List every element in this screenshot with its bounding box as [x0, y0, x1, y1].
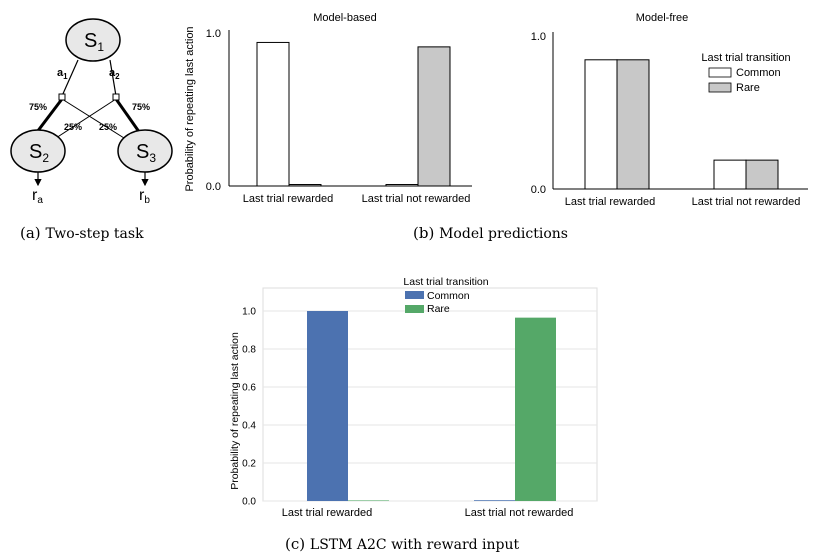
- reward-ra-label: ra: [32, 187, 43, 206]
- prob-right-common: 75%: [132, 102, 150, 112]
- action-a2-label: a2: [109, 67, 120, 81]
- edge-a2-s3-common: [114, 98, 144, 137]
- y-axis-label: Probability of repeating last action: [184, 26, 196, 191]
- chart-model-based: Model-based Probability of repeating las…: [184, 12, 472, 205]
- x-tick-label: Last trial not rewarded: [465, 507, 574, 519]
- y-tick-label: 1.0: [242, 307, 256, 318]
- y-tick-label: 0.0: [206, 181, 221, 193]
- edge-s1-a1: [61, 59, 79, 97]
- caption-c: (c) LSTM A2C with reward input: [285, 535, 520, 553]
- bar-rare-not-rewarded: [745, 159, 779, 190]
- edge-a1-s3-rare: [61, 98, 125, 139]
- caption-a: (a) Two-step task: [20, 224, 144, 242]
- legend: Last trial transition Common Rare: [701, 52, 790, 94]
- x-tick-label: Last trial rewarded: [565, 196, 656, 208]
- x-tick-label: Last trial not rewarded: [362, 193, 471, 205]
- legend-title: Last trial transition: [403, 276, 488, 288]
- prob-left-rare: 25%: [64, 122, 82, 132]
- bar-common-rewarded: [584, 59, 618, 190]
- x-tick-label: Last trial rewarded: [243, 193, 334, 205]
- bar-rare-rewarded: [348, 500, 389, 501]
- y-tick-label: 0.2: [242, 459, 256, 470]
- legend-swatch-common: [405, 291, 424, 299]
- edge-s1-a2: [109, 59, 117, 97]
- y-tick-label: 0.0: [531, 184, 546, 196]
- bar-common-rewarded: [256, 41, 290, 187]
- y-tick-label: 0.4: [242, 421, 256, 432]
- reward-rb-label: rb: [139, 187, 150, 206]
- chart-title: Model-free: [636, 12, 689, 24]
- legend-swatch-rare: [405, 305, 424, 313]
- caption-b: (b) Model predictions: [413, 224, 568, 242]
- y-tick-label: 0.8: [242, 345, 256, 356]
- state-s2-label: S2: [29, 141, 49, 165]
- x-tick-label: Last trial not rewarded: [692, 196, 801, 208]
- legend-label-common: Common: [736, 67, 781, 79]
- y-tick-label: 1.0: [531, 31, 546, 43]
- chart-title: Model-based: [313, 12, 377, 24]
- legend: Last trial transition Common Rare: [403, 276, 488, 315]
- y-tick-label: 0.6: [242, 383, 256, 394]
- two-step-task-diagram: S1 S2 S3 a1 a2 75% 25% 25% 75% ra rb: [10, 18, 173, 206]
- y-tick-label: 0.0: [242, 497, 256, 508]
- bar-rare-not-rewarded: [417, 46, 451, 187]
- y-axis-label: Probability of repeating last action: [229, 332, 241, 490]
- chart-lstm-a2c: 0.0 0.2 0.4 0.6 0.8 1.0 Probability of repeat…: [229, 276, 598, 519]
- prob-right-rare: 25%: [99, 122, 117, 132]
- state-s1: [65, 18, 121, 62]
- bar-rare-rewarded: [616, 59, 650, 190]
- legend-label-common: Common: [427, 290, 470, 302]
- x-tick-label: Last trial rewarded: [282, 507, 373, 519]
- bar-common-not-rewarded: [474, 500, 515, 501]
- prob-left-common: 75%: [29, 102, 47, 112]
- bar-common-not-rewarded: [713, 159, 747, 190]
- state-s3-label: S3: [136, 141, 156, 165]
- y-tick-label: 1.0: [206, 28, 221, 40]
- legend-title: Last trial transition: [701, 52, 790, 64]
- legend-label-rare: Rare: [736, 82, 760, 94]
- action-a1-label: a1: [57, 67, 68, 81]
- edge-a2-s2-rare: [55, 98, 117, 139]
- legend-swatch-rare: [708, 82, 732, 93]
- legend-swatch-common: [708, 67, 732, 78]
- bar-rare-not-rewarded: [515, 317, 556, 501]
- legend-label-rare: Rare: [427, 303, 450, 315]
- state-s1-label: S1: [84, 30, 104, 54]
- bar-common-rewarded: [307, 311, 348, 501]
- action-node-a1: [58, 93, 66, 101]
- action-node-a2: [112, 93, 120, 101]
- chart-model-free: Model-free 0.0 1.0 Last trial rewarded L…: [531, 12, 808, 208]
